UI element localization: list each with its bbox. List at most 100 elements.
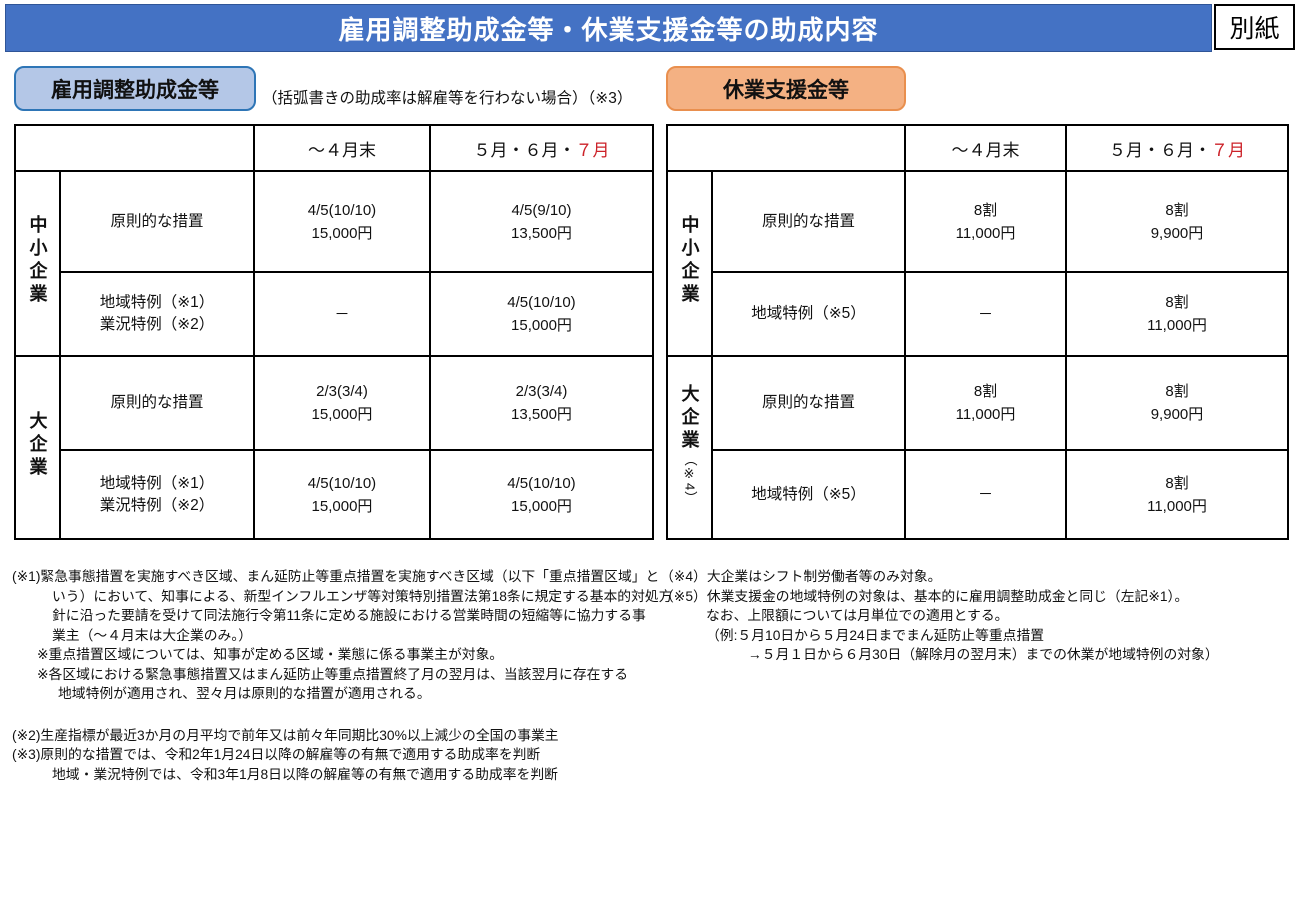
footnote-line: いう）において、知事による、新型インフルエンザ等対策特別措置法第18条に規定する…: [52, 588, 673, 604]
blank-header-cell: [14, 124, 255, 172]
row-label-line: 原則的な措置: [110, 212, 204, 230]
cell-sme-principle-mayjul: 4/5(9/10) 13,500円: [429, 170, 654, 273]
table-row: 中小企業 原則的な措置 8割 11,000円 8割 9,900円: [666, 170, 1289, 357]
amount-value: 11,000円: [1147, 497, 1207, 515]
cell-large-special-april: 4/5(10/10) 15,000円: [253, 449, 431, 540]
amount-value: 11,000円: [955, 224, 1016, 242]
cell-sme-principle-mayjul: 8割 9,900円: [1065, 170, 1289, 273]
row-label-line: 業況特例（※2）: [99, 496, 215, 514]
amount-value: 15,000円: [311, 497, 373, 515]
rate-value: 8割: [1165, 294, 1189, 311]
amount-value: 13,500円: [511, 406, 572, 423]
col-header-july-red: ７月: [575, 140, 610, 160]
footnote-line: 針に沿った要請を受けて同法施行令第11条に定める施設における営業時間の短縮等に協…: [52, 608, 646, 623]
group-large: 大企業（※4）: [666, 355, 713, 540]
row-label-line: 地域特例（※1）: [99, 294, 215, 311]
rate-value: 8割: [973, 383, 998, 400]
rate-value: －: [977, 486, 993, 503]
row-label-line: 原則的な措置: [110, 394, 204, 411]
row-label-regional: 地域特例（※5）: [711, 271, 906, 357]
page-title: 雇用調整助成金等・休業支援金等の助成内容: [338, 14, 879, 45]
table-row: 地域特例（※5） － 8割 11,000円: [667, 271, 1289, 357]
cell-large-principle-mayjul: 2/3(3/4) 13,500円: [429, 355, 654, 451]
cell-large-principle-mayjul: 8割 9,900円: [1065, 355, 1289, 451]
table-row: 地域特例（※1） 業況特例（※2） － 4/5(10/10) 15,000円: [15, 271, 654, 357]
amount-value: 11,000円: [1147, 317, 1207, 334]
cell-large-regional-april: －: [904, 449, 1067, 540]
group-label-main: 中小企業: [679, 215, 700, 307]
badge-employment-adjustment-subsidy: 雇用調整助成金等: [14, 66, 256, 111]
row-label-special: 地域特例（※1） 業況特例（※2）: [59, 271, 255, 357]
col-header-july-red: ７月: [1211, 140, 1245, 160]
amount-value: 15,000円: [511, 497, 572, 515]
footnote-line: →５月１日から６月30日（解除月の翌月末）までの休業が地域特例の対象）: [748, 647, 1219, 662]
cell-sme-regional-mayjul: 8割 11,000円: [1065, 271, 1289, 357]
cell-large-regional-mayjul: 8割 11,000円: [1065, 449, 1289, 540]
group-sme-label: 中小企業: [677, 215, 703, 307]
row-label-line: 業況特例（※2）: [99, 316, 215, 333]
table-header-row: ～４月末 ５月・６月・７月: [14, 124, 654, 172]
badge-employment-adjustment-label: 雇用調整助成金等: [51, 78, 219, 102]
footnotes-left: (※1)緊急事態措置を実施すべき区域、まん延防止等重点措置を実施すべき区域（以下…: [12, 567, 673, 784]
footnote-line: （※4）大企業はシフト制労働者等のみ対象。: [660, 569, 942, 584]
table-header-row: ～４月末 ５月・６月・７月: [666, 124, 1289, 172]
row-label-regional: 地域特例（※5）: [711, 449, 906, 540]
cell-sme-principle-april: 4/5(10/10) 15,000円: [253, 170, 431, 273]
group-sme: 中小企業: [666, 170, 713, 357]
badge-leave-support-label: 休業支援金等: [723, 78, 849, 102]
table-row: 大企業 原則的な措置 2/3(3/4) 15,000円 2/3(3/4) 13,50…: [14, 355, 654, 540]
rate-value: －: [977, 305, 993, 323]
footnote-line: (※1)緊急事態措置を実施すべき区域、まん延防止等重点措置を実施すべき区域（以下…: [12, 569, 660, 584]
amount-value: 9,900円: [1150, 406, 1204, 423]
group-large-label: 大企業（※4）: [677, 384, 703, 505]
employment-adjustment-table: ～４月末 ５月・６月・７月 中小企業 原則的な措置 4/5(10/10) 15,0…: [14, 124, 654, 540]
group-label-main: 大企業: [679, 384, 700, 454]
row-label-principle: 原則的な措置: [59, 170, 255, 273]
group-sme: 中小企業: [14, 170, 61, 357]
rate-value: 4/5(10/10): [507, 474, 576, 492]
row-label-line: 地域特例（※1）: [99, 474, 215, 492]
group-large: 大企業: [14, 355, 61, 540]
footnote-1: (※1)緊急事態措置を実施すべき区域、まん延防止等重点措置を実施すべき区域（以下…: [12, 567, 673, 704]
row-label-line: 地域特例（※5）: [751, 485, 866, 503]
col-header-may-june: ５月・６月・: [473, 140, 576, 160]
footnote-5: （※5）休業支援金の地域特例の対象は、基本的に雇用調整助成金と同じ（左記※1）。…: [660, 587, 1298, 665]
table-row: 地域特例（※1） 業況特例（※2） 4/5(10/10) 15,000円 4/5(1…: [15, 449, 654, 540]
cell-large-principle-april: 2/3(3/4) 15,000円: [253, 355, 431, 451]
group-sme-label: 中小企業: [27, 215, 48, 307]
table-row: 中小企業 原則的な措置 4/5(10/10) 15,000円 4/5(9/10) 1…: [14, 170, 654, 357]
row-label-line: 原則的な措置: [761, 212, 855, 230]
row-label-principle: 原則的な措置: [711, 170, 906, 273]
footnote-line: 地域特例が適用され、翌々月は原則的な措置が適用される。: [58, 686, 431, 701]
col-header-may-june-july: ５月・６月・７月: [429, 124, 654, 172]
blank-header-cell: [666, 124, 906, 172]
col-header-may-june-july: ５月・６月・７月: [1065, 124, 1289, 172]
footnote-line: ※重点措置区域については、知事が定める区域・業態に係る事業主が対象。: [37, 647, 504, 662]
col-header-until-april: ～４月末: [904, 124, 1067, 172]
amount-value: 11,000円: [955, 406, 1016, 423]
rate-value: －: [334, 305, 350, 323]
rate-value: 2/3(3/4): [316, 383, 368, 400]
rate-value: 8割: [973, 201, 998, 219]
col-header-may-june: ５月・６月・: [1109, 140, 1211, 160]
col-header-until-april: ～４月末: [253, 124, 431, 172]
rate-value: 4/5(10/10): [307, 201, 377, 219]
row-label-principle: 原則的な措置: [711, 355, 906, 451]
amount-value: 15,000円: [511, 317, 572, 334]
amount-value: 15,000円: [311, 406, 373, 423]
footnotes-right: （※4）大企業はシフト制労働者等のみ対象。 （※5）休業支援金の地域特例の対象は…: [660, 567, 1298, 665]
rate-value: 2/3(3/4): [515, 383, 568, 400]
cell-large-principle-april: 8割 11,000円: [904, 355, 1067, 451]
attachment-label-box: 別紙: [1214, 4, 1295, 50]
footnote-line: （※5）休業支援金の地域特例の対象は、基本的に雇用調整助成金と同じ（左記※1）。: [660, 588, 1189, 604]
footnote-3: (※3)原則的な措置では、令和2年1月24日以降の解雇等の有無で適用する助成率を…: [12, 745, 662, 784]
amount-value: 9,900円: [1150, 224, 1204, 242]
footnote-line: （例:５月10日から５月24日までまん延防止等重点措置: [706, 627, 1045, 643]
footnote-4: （※4）大企業はシフト制労働者等のみ対象。: [660, 567, 1298, 587]
cell-sme-special-mayjul: 4/5(10/10) 15,000円: [429, 271, 654, 357]
badge-leave-support-benefit: 休業支援金等: [666, 66, 906, 111]
row-label-principle: 原則的な措置: [59, 355, 255, 451]
footnote-line: (※3)原則的な措置では、令和2年1月24日以降の解雇等の有無で適用する助成率を…: [12, 747, 541, 762]
rate-value: 8割: [1165, 474, 1189, 492]
table-row: 大企業（※4） 原則的な措置 8割 11,000円 8割 9,900円: [666, 355, 1289, 540]
